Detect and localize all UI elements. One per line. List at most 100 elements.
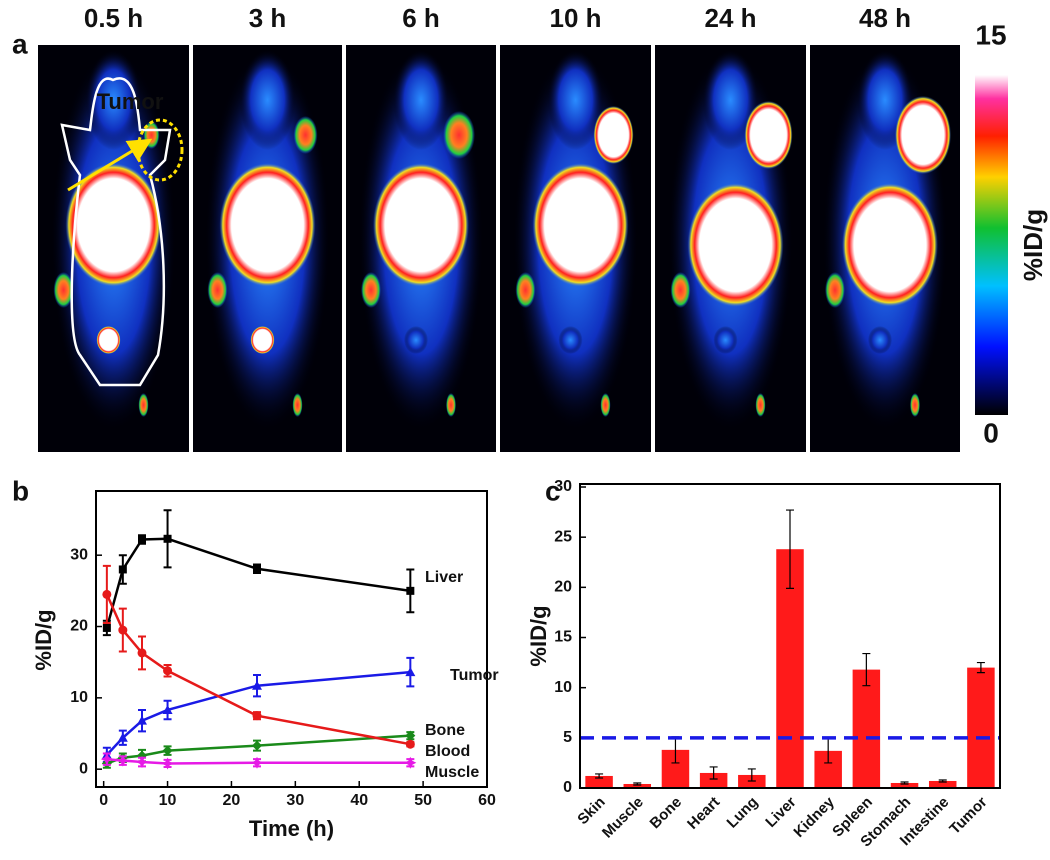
x-tick-label: Kidney bbox=[790, 793, 838, 841]
y-tick-label: 5 bbox=[563, 729, 572, 746]
bladder-signal bbox=[250, 326, 275, 354]
paw-signal bbox=[292, 393, 303, 417]
error-bar bbox=[709, 766, 718, 780]
x-tick-label: Tumor bbox=[946, 794, 990, 838]
marker bbox=[138, 535, 146, 544]
marker bbox=[406, 586, 415, 595]
x-axis-title: Time (h) bbox=[249, 816, 334, 841]
y-tick-label: 30 bbox=[70, 546, 88, 563]
marker bbox=[102, 589, 112, 599]
x-tick-label: 0 bbox=[99, 792, 108, 809]
marker bbox=[163, 534, 172, 543]
marker bbox=[252, 711, 262, 721]
paw-signal bbox=[138, 393, 149, 417]
y-tick-label: 20 bbox=[70, 618, 88, 635]
bar bbox=[776, 549, 804, 788]
marker bbox=[102, 623, 111, 632]
time-label: 10 h bbox=[549, 3, 601, 33]
side-signal bbox=[515, 272, 536, 308]
bar bbox=[585, 775, 613, 788]
y-tick-label: 0 bbox=[79, 760, 88, 777]
tumor-signal bbox=[744, 101, 793, 169]
y-tick-label: 15 bbox=[554, 629, 572, 646]
x-tick-label: 50 bbox=[414, 792, 432, 809]
y-tick-label: 0 bbox=[563, 779, 572, 796]
side-signal bbox=[670, 272, 691, 308]
marker bbox=[163, 666, 173, 676]
tumor-region bbox=[136, 118, 184, 182]
tumor-arrow bbox=[67, 138, 153, 192]
bladder-signal bbox=[558, 326, 583, 354]
marker bbox=[251, 756, 263, 769]
side-signal bbox=[361, 272, 381, 308]
bladder-signal bbox=[404, 326, 428, 354]
head-signal bbox=[547, 50, 604, 150]
marker bbox=[161, 757, 174, 770]
panel-a: a 0.5 h 3 h 6 h 10 h 24 h 48 h Tumor 0 15 %ID/g bbox=[12, 3, 1048, 452]
series-line bbox=[105, 537, 411, 629]
series-label: Tumor bbox=[450, 667, 499, 684]
series-label: Blood bbox=[425, 743, 470, 760]
x-tick-label: 40 bbox=[350, 792, 368, 809]
marker bbox=[162, 745, 173, 756]
liver-signal bbox=[687, 183, 784, 307]
bladder-signal bbox=[96, 326, 121, 354]
x-tick-label: 60 bbox=[478, 792, 496, 809]
liver-signal bbox=[65, 163, 162, 287]
plot-frame bbox=[95, 490, 488, 788]
series-line bbox=[105, 593, 411, 746]
error-bar bbox=[862, 652, 871, 687]
tumor-signal bbox=[443, 111, 475, 159]
paw-signal bbox=[446, 393, 456, 417]
marker bbox=[100, 753, 113, 766]
time-label: 24 h bbox=[704, 3, 756, 33]
y-tick-label: 10 bbox=[554, 679, 572, 696]
marker bbox=[137, 715, 147, 725]
error-bar bbox=[595, 773, 604, 779]
colorbar-tick-label: 15 bbox=[975, 19, 1006, 50]
head-signal bbox=[239, 50, 296, 150]
bar bbox=[699, 772, 728, 788]
liver-signal bbox=[219, 163, 316, 287]
marker bbox=[136, 756, 148, 769]
marker bbox=[117, 732, 128, 742]
colorbar-tick-label: 0 bbox=[983, 417, 999, 448]
marker bbox=[162, 704, 173, 714]
y-tick-label: 30 bbox=[554, 478, 572, 495]
tumor-signal bbox=[293, 116, 318, 154]
colorbar-label: %ID/g bbox=[1018, 209, 1048, 281]
error-bar bbox=[900, 781, 909, 785]
marker bbox=[404, 756, 417, 769]
marker bbox=[253, 564, 261, 573]
paw-signal bbox=[910, 393, 920, 417]
error-bar bbox=[633, 782, 642, 786]
panel-label: c bbox=[545, 475, 561, 506]
tumor-signal bbox=[593, 106, 634, 164]
colorbar bbox=[975, 75, 1008, 415]
x-tick-label: 30 bbox=[286, 792, 304, 809]
y-tick-label: 10 bbox=[70, 689, 88, 706]
panel-b: b 0 10 20 30 40 50 60 0 10 20 30 Time (h) %ID/g Liver T… bbox=[12, 475, 499, 840]
marker bbox=[252, 740, 262, 751]
head-signal bbox=[702, 50, 759, 150]
liver-signal bbox=[373, 163, 469, 287]
marker bbox=[116, 754, 129, 767]
error-bar bbox=[747, 768, 756, 782]
liver-signal bbox=[842, 183, 938, 307]
side-signal bbox=[207, 272, 228, 308]
side-signal bbox=[53, 272, 74, 308]
paw-signal bbox=[600, 393, 611, 417]
series-label: Bone bbox=[425, 722, 465, 739]
plot-frame bbox=[579, 483, 1001, 789]
error-bar bbox=[976, 661, 985, 674]
tumor-annotation: Tumor bbox=[97, 89, 164, 114]
error-bar bbox=[786, 509, 794, 589]
marker bbox=[405, 667, 416, 677]
marker bbox=[137, 648, 147, 658]
time-label: 48 h bbox=[859, 3, 911, 33]
y-axis-title: %ID/g bbox=[526, 605, 551, 666]
tumor-signal bbox=[895, 96, 951, 174]
marker bbox=[118, 565, 127, 574]
y-tick-label: 20 bbox=[554, 579, 572, 596]
